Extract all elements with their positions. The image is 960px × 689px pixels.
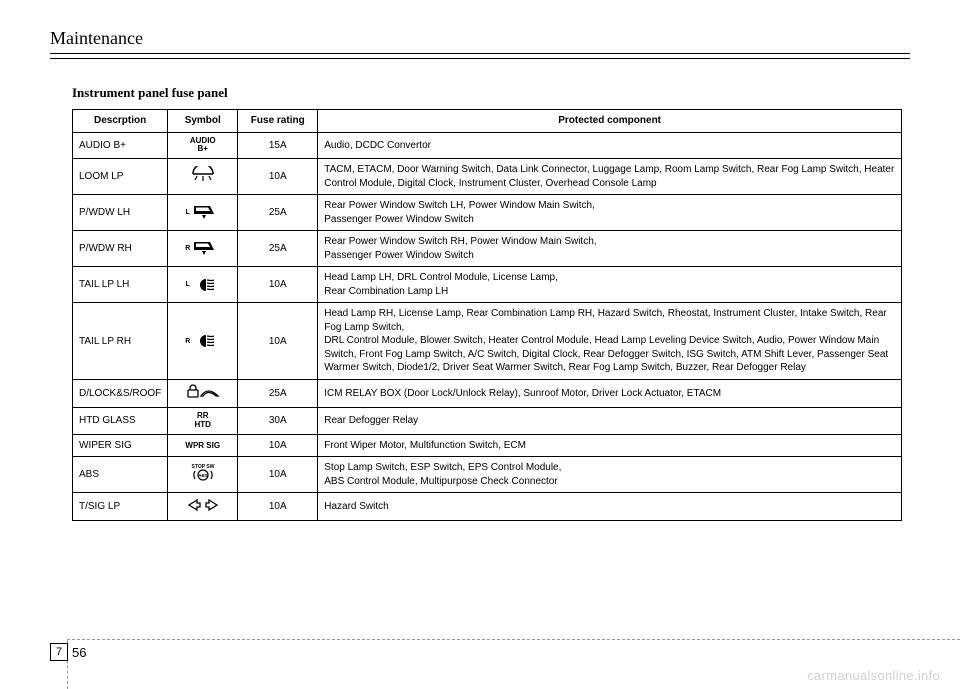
table-row: AUDIO B+ AUDIOB+ 15AAudio, DCDC Convertor	[73, 132, 902, 159]
abs-icon	[189, 463, 217, 483]
cell-description: D/LOCK&S/ROOF	[73, 379, 168, 407]
cell-rating: 10A	[238, 303, 318, 380]
header-rule	[50, 58, 910, 59]
cell-description: T/SIG LP	[73, 493, 168, 521]
cell-rating: 10A	[238, 434, 318, 457]
lock-roof-icon	[186, 384, 220, 400]
cell-description: LOOM LP	[73, 159, 168, 195]
page-number: 56	[72, 645, 86, 660]
cell-symbol	[168, 457, 238, 493]
table-row: P/WDW RHR25ARear Power Window Switch RH,…	[73, 231, 902, 267]
cell-symbol: R	[168, 231, 238, 267]
cell-symbol	[168, 379, 238, 407]
cell-description: ABS	[73, 457, 168, 493]
cell-symbol	[168, 159, 238, 195]
cell-component: Stop Lamp Switch, ESP Switch, EPS Contro…	[318, 457, 902, 493]
cell-description: AUDIO B+	[73, 132, 168, 159]
cell-rating: 10A	[238, 159, 318, 195]
cell-component: Head Lamp LH, DRL Control Module, Licens…	[318, 267, 902, 303]
chapter-number: 7	[50, 643, 68, 661]
table-row: P/WDW LHL25ARear Power Window Switch LH,…	[73, 195, 902, 231]
cell-symbol: WPR SIG	[168, 434, 238, 457]
turn-signal-icon	[187, 497, 219, 513]
cell-description: P/WDW LH	[73, 195, 168, 231]
headlamp-icon	[192, 276, 220, 294]
window-icon	[192, 204, 220, 222]
col-description: Descrption	[73, 110, 168, 133]
headlamp-icon	[192, 332, 220, 350]
cell-rating: 25A	[238, 231, 318, 267]
table-row: T/SIG LP 10AHazard Switch	[73, 493, 902, 521]
cell-component: Rear Defogger Relay	[318, 407, 902, 434]
cell-rating: 10A	[238, 493, 318, 521]
col-symbol: Symbol	[168, 110, 238, 133]
window-icon	[192, 240, 220, 258]
table-header-row: Descrption Symbol Fuse rating Protected …	[73, 110, 902, 133]
cell-rating: 10A	[238, 267, 318, 303]
cell-component: Rear Power Window Switch RH, Power Windo…	[318, 231, 902, 267]
col-component: Protected component	[318, 110, 902, 133]
cell-component: Rear Power Window Switch LH, Power Windo…	[318, 195, 902, 231]
cell-description: TAIL LP RH	[73, 303, 168, 380]
table-row: HTD GLASS RRHTD 30ARear Defogger Relay	[73, 407, 902, 434]
cell-symbol: L	[168, 195, 238, 231]
table-row: D/LOCK&S/ROOF 25AICM RELAY BOX (Door Lock…	[73, 379, 902, 407]
fuse-table: Descrption Symbol Fuse rating Protected …	[72, 109, 902, 521]
cell-symbol: AUDIOB+	[168, 132, 238, 159]
section-title: Maintenance	[50, 28, 910, 54]
cell-rating: 15A	[238, 132, 318, 159]
cell-description: WIPER SIG	[73, 434, 168, 457]
cell-rating: 25A	[238, 379, 318, 407]
cell-rating: 10A	[238, 457, 318, 493]
cell-description: TAIL LP LH	[73, 267, 168, 303]
table-row: TAIL LP RHR10AHead Lamp RH, License Lamp…	[73, 303, 902, 380]
interior-lamp-icon	[189, 166, 217, 184]
cell-component: ICM RELAY BOX (Door Lock/Unlock Relay), …	[318, 379, 902, 407]
table-row: WIPER SIG WPR SIG 10AFront Wiper Motor, Mu…	[73, 434, 902, 457]
cell-component: Front Wiper Motor, Multifunction Switch,…	[318, 434, 902, 457]
cell-symbol: L	[168, 267, 238, 303]
cell-rating: 25A	[238, 195, 318, 231]
cell-description: HTD GLASS	[73, 407, 168, 434]
cell-component: Head Lamp RH, License Lamp, Rear Combina…	[318, 303, 902, 380]
table-row: LOOM LP 10ATACM, ETACM, Door Warning Swit…	[73, 159, 902, 195]
page-footer: 7 56	[50, 643, 86, 661]
symbol-text: WPR SIG	[185, 442, 220, 451]
symbol-text: RRHTD	[195, 412, 211, 430]
cell-component: Hazard Switch	[318, 493, 902, 521]
cell-symbol: RRHTD	[168, 407, 238, 434]
watermark: carmanualsonline.info	[807, 668, 940, 683]
cell-symbol: R	[168, 303, 238, 380]
cell-component: Audio, DCDC Convertor	[318, 132, 902, 159]
table-title: Instrument panel fuse panel	[72, 85, 910, 101]
footer-dashed-line	[67, 639, 960, 640]
symbol-text: AUDIOB+	[190, 137, 216, 155]
cell-description: P/WDW RH	[73, 231, 168, 267]
table-row: TAIL LP LHL10AHead Lamp LH, DRL Control …	[73, 267, 902, 303]
cell-symbol	[168, 493, 238, 521]
table-row: ABS 10AStop Lamp Switch, ESP Switch, EPS …	[73, 457, 902, 493]
col-rating: Fuse rating	[238, 110, 318, 133]
cell-component: TACM, ETACM, Door Warning Switch, Data L…	[318, 159, 902, 195]
cell-rating: 30A	[238, 407, 318, 434]
